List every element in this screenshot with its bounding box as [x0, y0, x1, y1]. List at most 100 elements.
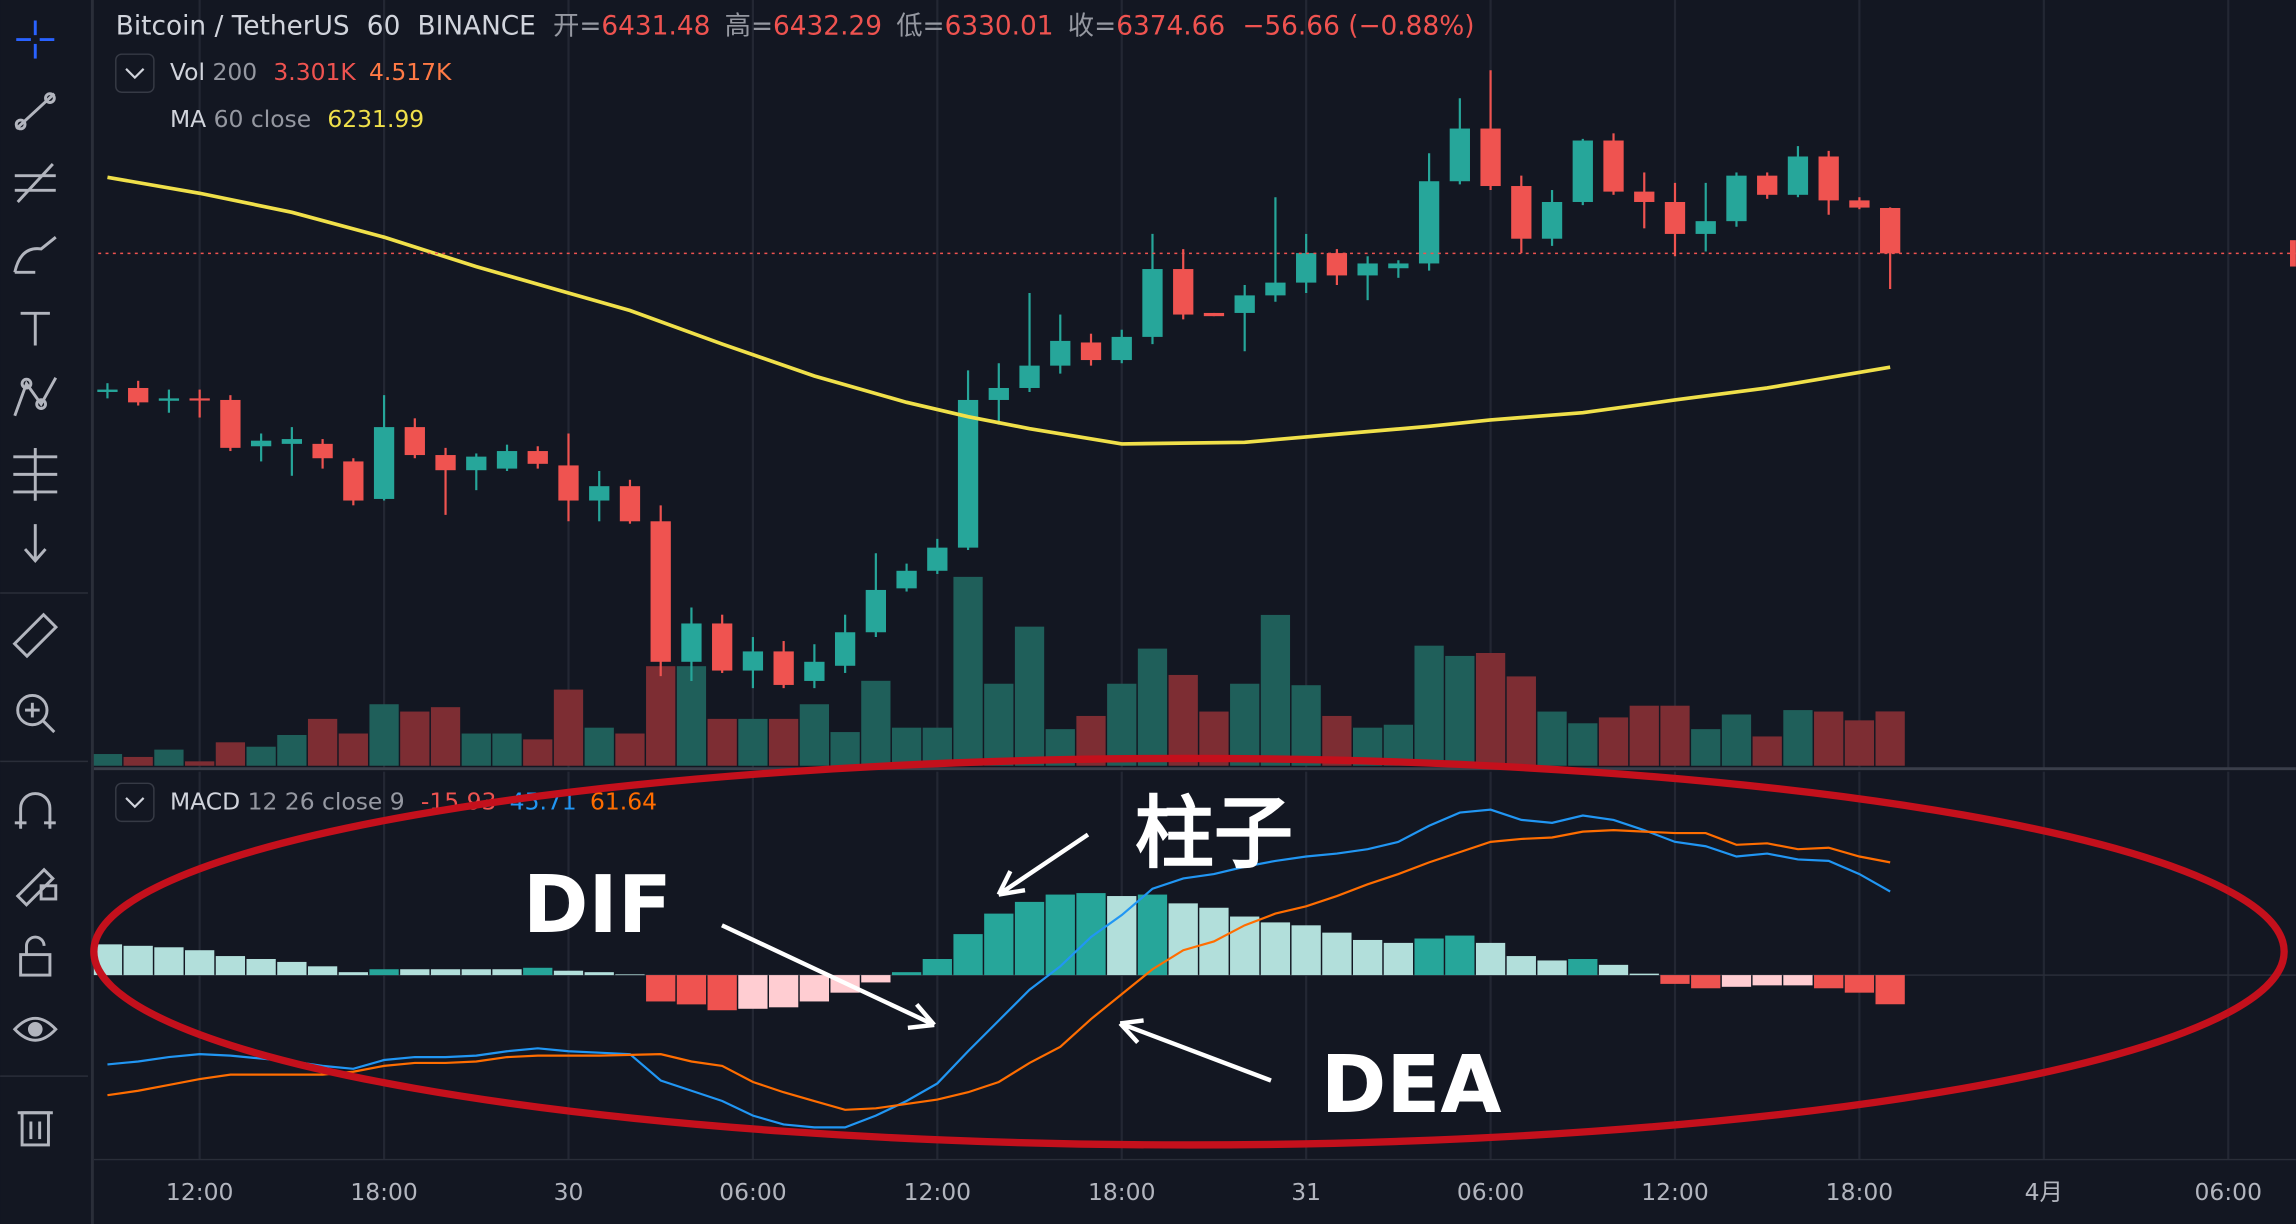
candle-body — [1265, 282, 1286, 296]
candle-body — [1418, 181, 1440, 264]
x-tick-label: 06:00 — [719, 1178, 786, 1206]
candle-body — [558, 465, 579, 501]
candle-body — [712, 623, 733, 671]
lock-tool[interactable] — [19, 935, 52, 977]
delete-tool[interactable] — [17, 1111, 53, 1147]
collapse-button[interactable] — [115, 782, 155, 823]
candle-body — [1296, 253, 1317, 283]
lock-draw-tool[interactable] — [15, 867, 58, 907]
candle-body — [1142, 269, 1163, 337]
histogram-bar — [1014, 901, 1045, 976]
volume-bar — [277, 734, 307, 766]
candle-body — [435, 455, 456, 471]
magnet-tool[interactable] — [14, 792, 56, 829]
annotation-label: DEA — [1321, 1039, 1502, 1131]
candle-body — [865, 589, 886, 633]
histogram-bar — [1629, 973, 1659, 976]
volume-bar — [1107, 683, 1137, 766]
annotation-layer: 柱子 DIF DEA — [90, 754, 2288, 1149]
volume-bar — [953, 576, 983, 766]
volume-bar — [646, 666, 676, 766]
volume-bar — [891, 727, 922, 766]
close-label: 收= — [1068, 11, 1116, 41]
visibility-tool[interactable] — [12, 1016, 58, 1042]
histogram-bar — [400, 969, 430, 976]
macd-name: MACD — [170, 787, 240, 815]
histogram-bar — [1168, 903, 1198, 976]
ma-legend: MA 60 close 6231.99 — [170, 105, 424, 133]
symbol-header: Bitcoin / TetherUS 60 BINANCE 开=6431.48 … — [116, 11, 1475, 41]
histogram-bar — [369, 969, 399, 976]
volume-bar — [123, 756, 153, 766]
histogram-bar — [861, 975, 891, 983]
collapse-icon — [125, 68, 145, 80]
histogram-bar — [1260, 922, 1291, 976]
volume-bar — [307, 718, 338, 766]
ma-name: MA — [170, 105, 206, 133]
macd-layer — [92, 808, 2296, 1129]
candle-body — [1880, 207, 1901, 254]
crosshair-tool[interactable] — [16, 20, 55, 59]
histogram-bar — [1537, 960, 1567, 976]
volume-bar — [1660, 705, 1690, 766]
volume-bar — [1260, 614, 1291, 766]
open-value: 6431.48 — [601, 11, 710, 41]
collapse-button[interactable] — [115, 53, 155, 93]
histogram-bar — [1322, 932, 1352, 976]
measure-lines-tool[interactable] — [13, 448, 58, 501]
histogram-bar — [1752, 975, 1782, 986]
candle-body — [1726, 175, 1747, 222]
annotation-label: 柱子 — [1135, 787, 1293, 879]
volume-bar — [1414, 645, 1444, 766]
histogram-bar — [1660, 975, 1690, 984]
x-tick-label: 30 — [554, 1178, 584, 1206]
histogram-bar — [1721, 975, 1752, 987]
candle-body — [1818, 156, 1839, 201]
zoom-tool[interactable] — [16, 693, 56, 734]
text-tool[interactable] — [20, 311, 50, 346]
arrow-down-tool[interactable] — [23, 524, 47, 563]
histogram-bar — [1814, 975, 1844, 989]
x-tick-label: 18:00 — [1088, 1178, 1155, 1206]
histogram-bar — [1352, 939, 1383, 976]
candle-body — [404, 427, 425, 456]
collapse-icon — [125, 797, 145, 809]
volume-bar — [769, 718, 799, 766]
macd-params: 12 26 close 9 — [248, 787, 405, 815]
x-tick-label: 18:00 — [350, 1178, 417, 1206]
pattern-tool[interactable] — [13, 377, 58, 417]
candle-body — [1050, 340, 1071, 366]
histogram-bar — [1383, 942, 1414, 976]
volume-bar — [1475, 652, 1506, 766]
volume-ma-value: 4.517K — [369, 58, 452, 86]
trend-line-tool[interactable] — [14, 92, 56, 131]
high-label: 高= — [725, 11, 773, 41]
histogram-bar — [154, 947, 184, 976]
x-tick-label: 4月 — [2025, 1178, 2063, 1206]
fib-tool[interactable] — [14, 162, 56, 204]
volume-legend: Vol 200 3.301K 4.517K — [170, 58, 452, 86]
dif-line — [107, 808, 1891, 1129]
x-tick-label: 18:00 — [1826, 1178, 1893, 1206]
brush-tool[interactable] — [13, 236, 57, 274]
volume-bar — [492, 733, 522, 766]
x-tick-label: 31 — [1291, 1178, 1321, 1206]
histogram-bar — [1414, 938, 1444, 976]
histogram-bar — [1107, 896, 1137, 976]
candle-body — [1080, 342, 1102, 361]
histogram-bar — [799, 975, 830, 1002]
volume-bar — [584, 727, 614, 766]
volume-bar — [1445, 655, 1475, 766]
candle-body — [1357, 263, 1378, 276]
ma-params: 60 close — [214, 105, 312, 133]
ruler-tool[interactable] — [12, 612, 59, 659]
candle-body — [527, 451, 548, 464]
candle-body — [312, 443, 333, 459]
volume-bar — [861, 680, 891, 766]
volume-bar — [1230, 683, 1260, 766]
histogram-bar — [246, 958, 276, 976]
candle-body — [1695, 221, 1716, 234]
candle-body — [589, 486, 610, 501]
